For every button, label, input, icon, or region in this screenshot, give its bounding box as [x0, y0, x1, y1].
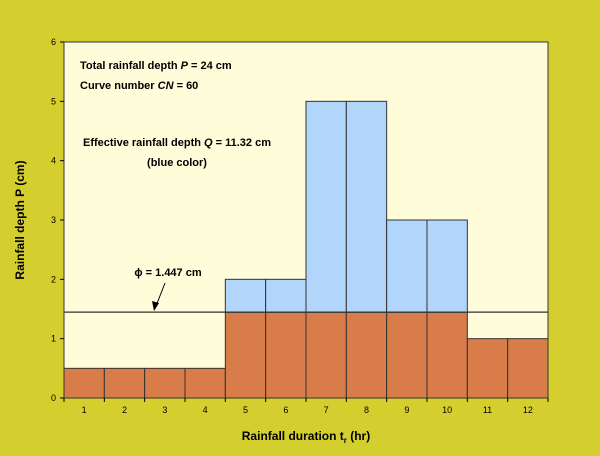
y-tick-label-2: 2 — [51, 274, 56, 284]
bar-loss-6 — [265, 311, 307, 399]
curve-number-annotation: Curve number CN = 60 — [80, 80, 198, 92]
x-tick-label-1: 1 — [82, 405, 87, 415]
y-tick-label-6: 6 — [51, 37, 56, 47]
bar-effective-8 — [345, 100, 388, 313]
bar-loss-10 — [426, 311, 468, 399]
bar-loss-9 — [386, 311, 428, 399]
effective-rainfall-note: (blue color) — [147, 157, 207, 169]
bar-loss-4 — [184, 367, 226, 399]
bar-loss-7 — [305, 311, 347, 399]
bar-loss-3 — [144, 367, 186, 399]
y-tick-label-3: 3 — [51, 215, 56, 225]
total-rainfall-annotation: Total rainfall depth P = 24 cm — [80, 60, 232, 72]
bar-loss-5 — [224, 311, 267, 399]
bar-loss-2 — [103, 367, 146, 399]
x-tick-label-8: 8 — [364, 405, 369, 415]
y-axis-title: Rainfall depth P (cm) — [13, 160, 27, 279]
x-tick-label-2: 2 — [122, 405, 127, 415]
x-tick-label-6: 6 — [283, 405, 288, 415]
bar-effective-5 — [224, 278, 267, 313]
x-tick-label-9: 9 — [404, 405, 409, 415]
x-tick-label-10: 10 — [442, 405, 452, 415]
bar-loss-12 — [507, 338, 549, 399]
bar-loss-1 — [63, 367, 105, 399]
x-tick-label-4: 4 — [203, 405, 208, 415]
y-tick-label-1: 1 — [51, 334, 56, 344]
y-axis: 0 1 2 3 4 5 6 — [51, 37, 64, 403]
x-axis-title: Rainfall duration tr (hr) — [242, 429, 370, 445]
x-tick-label-7: 7 — [324, 405, 329, 415]
phi-annotation-arrowhead — [152, 301, 159, 311]
bar-effective-10 — [426, 219, 468, 313]
x-tick-label-3: 3 — [162, 405, 167, 415]
bars-group — [63, 100, 549, 399]
bar-effective-6 — [265, 278, 307, 313]
bar-effective-7 — [305, 100, 347, 313]
x-tick-label-12: 12 — [523, 405, 533, 415]
bar-effective-9 — [386, 219, 428, 313]
y-tick-label-4: 4 — [51, 156, 56, 166]
x-tick-label-11: 11 — [483, 405, 492, 415]
x-tick-label-5: 5 — [243, 405, 248, 415]
bar-loss-8 — [345, 311, 388, 399]
y-tick-label-5: 5 — [51, 96, 56, 106]
x-axis: 1 2 3 4 5 6 7 8 9 10 11 12 — [63, 398, 549, 415]
bar-loss-11 — [466, 338, 509, 399]
phi-annotation-arrow — [155, 282, 166, 307]
phi-annotation-label: ϕ = 1.447 cm — [134, 267, 201, 279]
effective-rainfall-annotation: Effective rainfall depth Q = 11.32 cm — [83, 137, 271, 149]
y-tick-label-0: 0 — [51, 393, 56, 403]
